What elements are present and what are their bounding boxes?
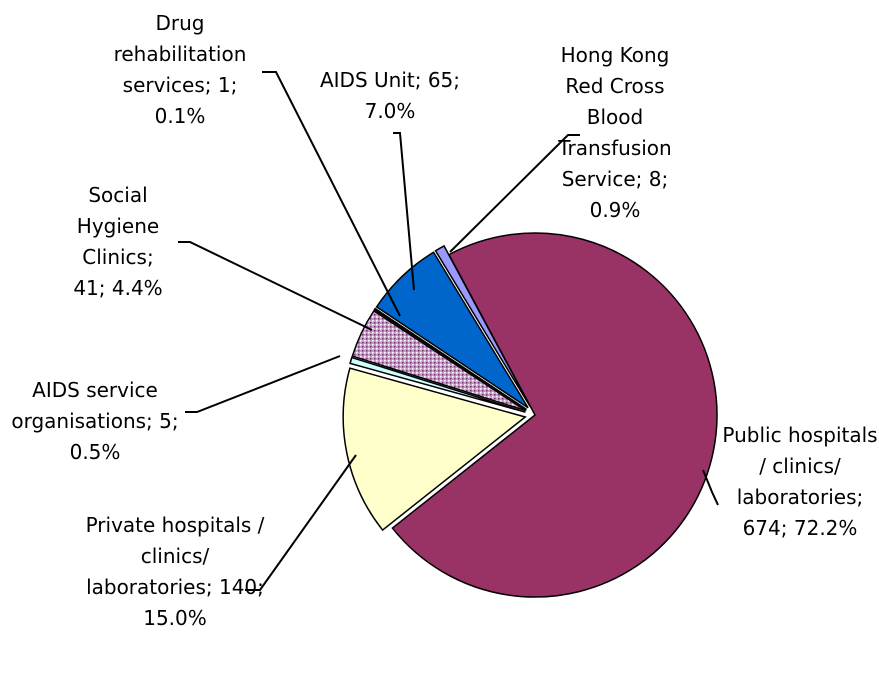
label-name: Hong Kong Red Cross Blood Transfusion Se…: [558, 43, 672, 191]
label-separator: ;: [204, 73, 218, 97]
label-share: 7.0%: [364, 99, 416, 123]
label-separator: ;: [780, 516, 794, 540]
label-value: 8: [648, 167, 662, 191]
pie-slice: [375, 251, 529, 409]
leader-line: [262, 71, 401, 317]
label-separator: ;: [856, 485, 864, 509]
data-label: Drug rehabilitation services; 1; 0.1%: [95, 8, 265, 132]
label-value: 674: [742, 516, 781, 540]
leader-line: [178, 241, 373, 331]
leader-line: [702, 469, 719, 506]
label-name: Private hospitals / clinics/ laboratorie…: [85, 513, 265, 599]
label-separator: ;: [257, 575, 264, 599]
label-name: Drug rehabilitation services: [113, 11, 247, 97]
label-share: 0.1%: [154, 104, 206, 128]
label-value: 140: [218, 575, 258, 599]
label-share: 0.5%: [69, 440, 121, 464]
pie-slice: [391, 232, 718, 598]
label-share: 72.2%: [793, 516, 858, 540]
pie-slice: [351, 309, 527, 412]
pie-slice: [342, 367, 527, 532]
data-label: Hong Kong Red Cross Blood Transfusion Se…: [540, 40, 690, 226]
data-label: AIDS Unit; 65; 7.0%: [300, 65, 480, 127]
label-separator: ;: [230, 73, 238, 97]
label-value: 65: [427, 68, 454, 92]
pie-slice: [373, 307, 528, 411]
label-value: 5: [159, 409, 172, 433]
data-label: Public hospitals / clinics/ laboratories…: [720, 420, 879, 544]
label-name: AIDS Unit: [319, 68, 415, 92]
label-separator: ;: [146, 409, 160, 433]
leader-line: [245, 454, 357, 591]
label-value: 41: [73, 276, 99, 300]
label-share: 0.9%: [589, 198, 641, 222]
data-label: AIDS service organisations; 5; 0.5%: [5, 375, 185, 468]
leader-line: [393, 132, 415, 291]
data-label: Social Hygiene Clinics; 41; 4.4%: [63, 180, 173, 304]
label-separator: ;: [146, 245, 154, 269]
label-name: AIDS service organisations: [11, 378, 158, 433]
label-name: Public hospitals / clinics/ laboratories: [722, 423, 878, 509]
leader-line: [185, 355, 341, 413]
label-share: 15.0%: [143, 606, 207, 630]
label-separator: ;: [453, 68, 461, 92]
label-name: Social Hygiene Clinics: [76, 183, 160, 269]
label-separator: ;: [635, 167, 649, 191]
label-share: 4.4%: [111, 276, 163, 300]
label-value: 1: [217, 73, 231, 97]
pie-slice: [349, 356, 526, 413]
label-separator: ;: [414, 68, 428, 92]
leader-line: [449, 134, 580, 253]
label-separator: ;: [98, 276, 112, 300]
label-separator: ;: [661, 167, 669, 191]
data-label: Private hospitals / clinics/ laboratorie…: [85, 510, 265, 634]
label-separator: ;: [205, 575, 219, 599]
label-separator: ;: [171, 409, 179, 433]
pie-slice: [434, 244, 531, 407]
